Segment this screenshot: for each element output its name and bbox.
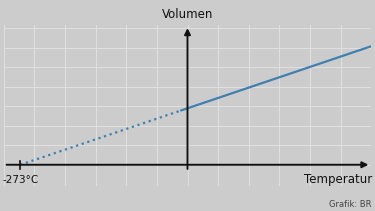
- Text: Grafik: BR: Grafik: BR: [329, 200, 371, 209]
- Text: Volumen: Volumen: [162, 8, 213, 21]
- Text: Temperatur: Temperatur: [304, 173, 372, 186]
- Text: -273°C: -273°C: [2, 174, 38, 185]
